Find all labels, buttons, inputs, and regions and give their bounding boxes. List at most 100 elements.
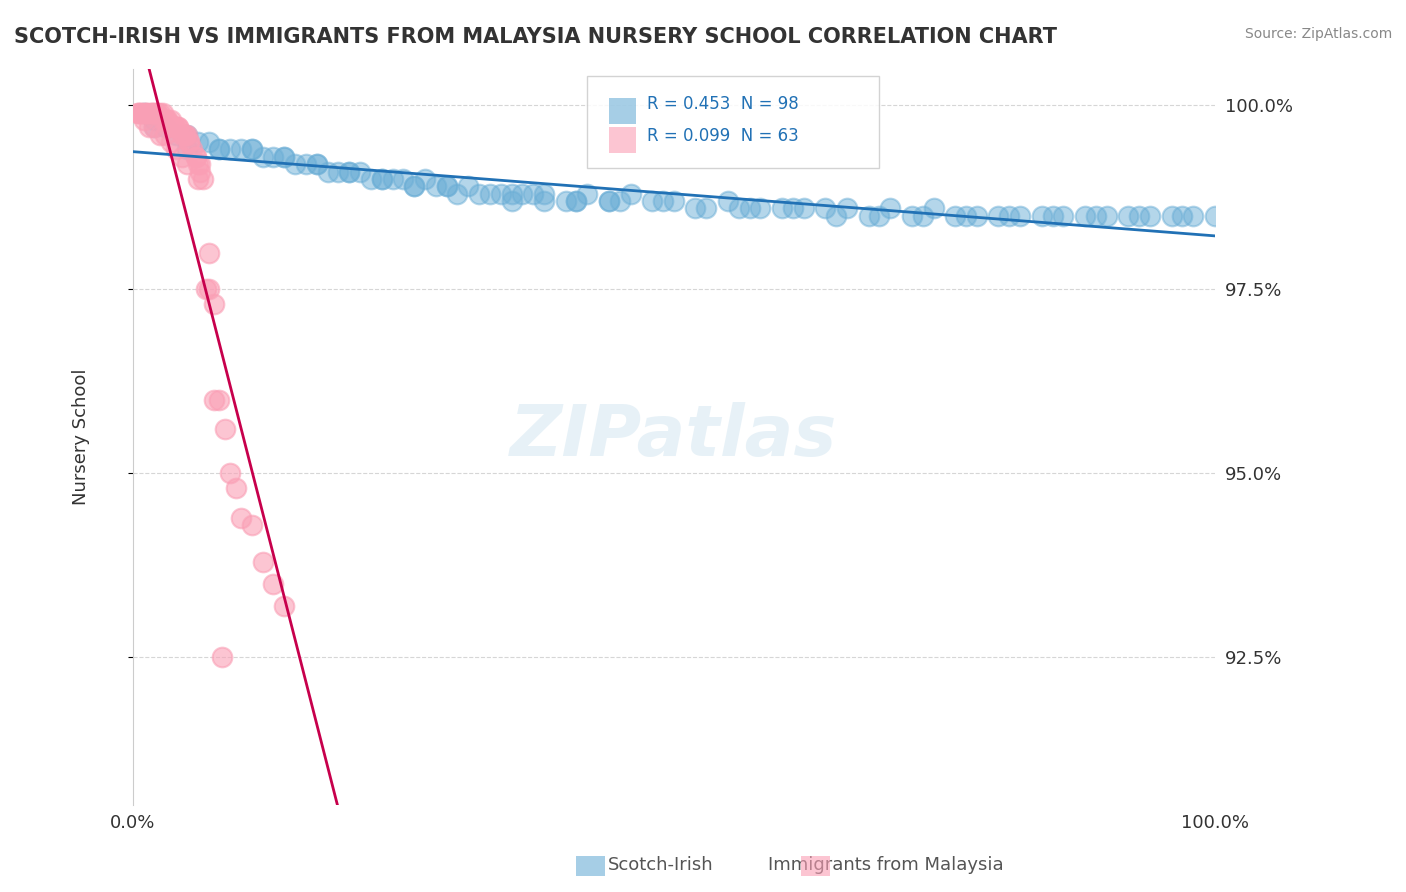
Point [337, 164, 360, 178]
Point [145, 105, 167, 120]
Point [229, 143, 252, 157]
Point [413, 172, 436, 186]
Point [188, 157, 211, 171]
Point [512, 186, 534, 201]
Text: Immigrants from Malaysia: Immigrants from Malaysia [768, 856, 1004, 874]
Point [1084, 209, 1107, 223]
Point [868, 209, 890, 223]
Point [240, 143, 263, 157]
Text: ZIPatlas: ZIPatlas [510, 402, 838, 471]
Point [195, 282, 218, 296]
Point [132, 105, 155, 120]
Point [295, 157, 318, 171]
Point [1095, 209, 1118, 223]
FancyBboxPatch shape [588, 76, 879, 168]
Point [273, 150, 295, 164]
Point [214, 422, 236, 436]
Point [1031, 209, 1053, 223]
Point [167, 120, 190, 135]
Point [240, 143, 263, 157]
Point [149, 105, 172, 120]
Point [197, 282, 219, 296]
Point [187, 172, 209, 186]
Point [328, 164, 350, 178]
Point [576, 186, 599, 201]
Text: Source: ZipAtlas.com: Source: ZipAtlas.com [1244, 27, 1392, 41]
Point [187, 135, 209, 149]
Point [156, 113, 179, 128]
Point [337, 164, 360, 178]
Text: R = 0.099  N = 63: R = 0.099 N = 63 [647, 128, 799, 145]
Point [901, 209, 924, 223]
Point [911, 209, 934, 223]
Point [188, 164, 211, 178]
Point [436, 179, 458, 194]
Point [135, 105, 157, 120]
Point [360, 172, 382, 186]
Point [184, 150, 207, 164]
Point [1116, 209, 1139, 223]
Point [404, 179, 426, 194]
Point [143, 120, 166, 135]
Point [1074, 209, 1097, 223]
Y-axis label: Nursery School: Nursery School [72, 368, 90, 505]
Point [181, 143, 204, 157]
Point [652, 194, 675, 208]
Point [155, 120, 177, 135]
Point [489, 186, 512, 201]
Point [173, 128, 195, 142]
Point [381, 172, 404, 186]
Point [305, 157, 328, 171]
Point [138, 105, 160, 120]
Point [132, 113, 155, 128]
Point [370, 172, 392, 186]
Point [176, 143, 198, 157]
Point [717, 194, 740, 208]
Point [404, 179, 426, 194]
Point [156, 113, 179, 128]
Point [138, 120, 160, 135]
Point [554, 194, 576, 208]
Point [229, 510, 252, 524]
Point [240, 517, 263, 532]
Point [749, 202, 772, 216]
Point [167, 120, 190, 135]
Text: R = 0.453  N = 98: R = 0.453 N = 98 [647, 95, 799, 113]
Point [814, 202, 837, 216]
Point [501, 186, 523, 201]
Point [1160, 209, 1182, 223]
Point [305, 157, 328, 171]
Point [163, 120, 186, 135]
Point [177, 135, 200, 149]
Point [425, 179, 447, 194]
Point [131, 105, 153, 120]
Point [176, 157, 198, 171]
Point [565, 194, 588, 208]
Point [987, 209, 1010, 223]
Point [858, 209, 880, 223]
Point [662, 194, 685, 208]
Point [609, 194, 631, 208]
Point [457, 179, 479, 194]
Point [1139, 209, 1161, 223]
Point [1010, 209, 1032, 223]
Point [159, 135, 181, 149]
Point [835, 202, 858, 216]
Point [793, 202, 815, 216]
Point [565, 194, 588, 208]
Point [695, 202, 717, 216]
Point [143, 113, 166, 128]
Point [208, 143, 231, 157]
Point [219, 143, 242, 157]
Point [187, 157, 209, 171]
Point [619, 186, 641, 201]
Point [208, 143, 231, 157]
Point [159, 113, 181, 128]
Point [211, 650, 233, 665]
Point [155, 113, 177, 128]
Point [149, 128, 172, 142]
Point [598, 194, 620, 208]
Point [825, 209, 848, 223]
Point [141, 105, 163, 120]
Point [273, 150, 295, 164]
